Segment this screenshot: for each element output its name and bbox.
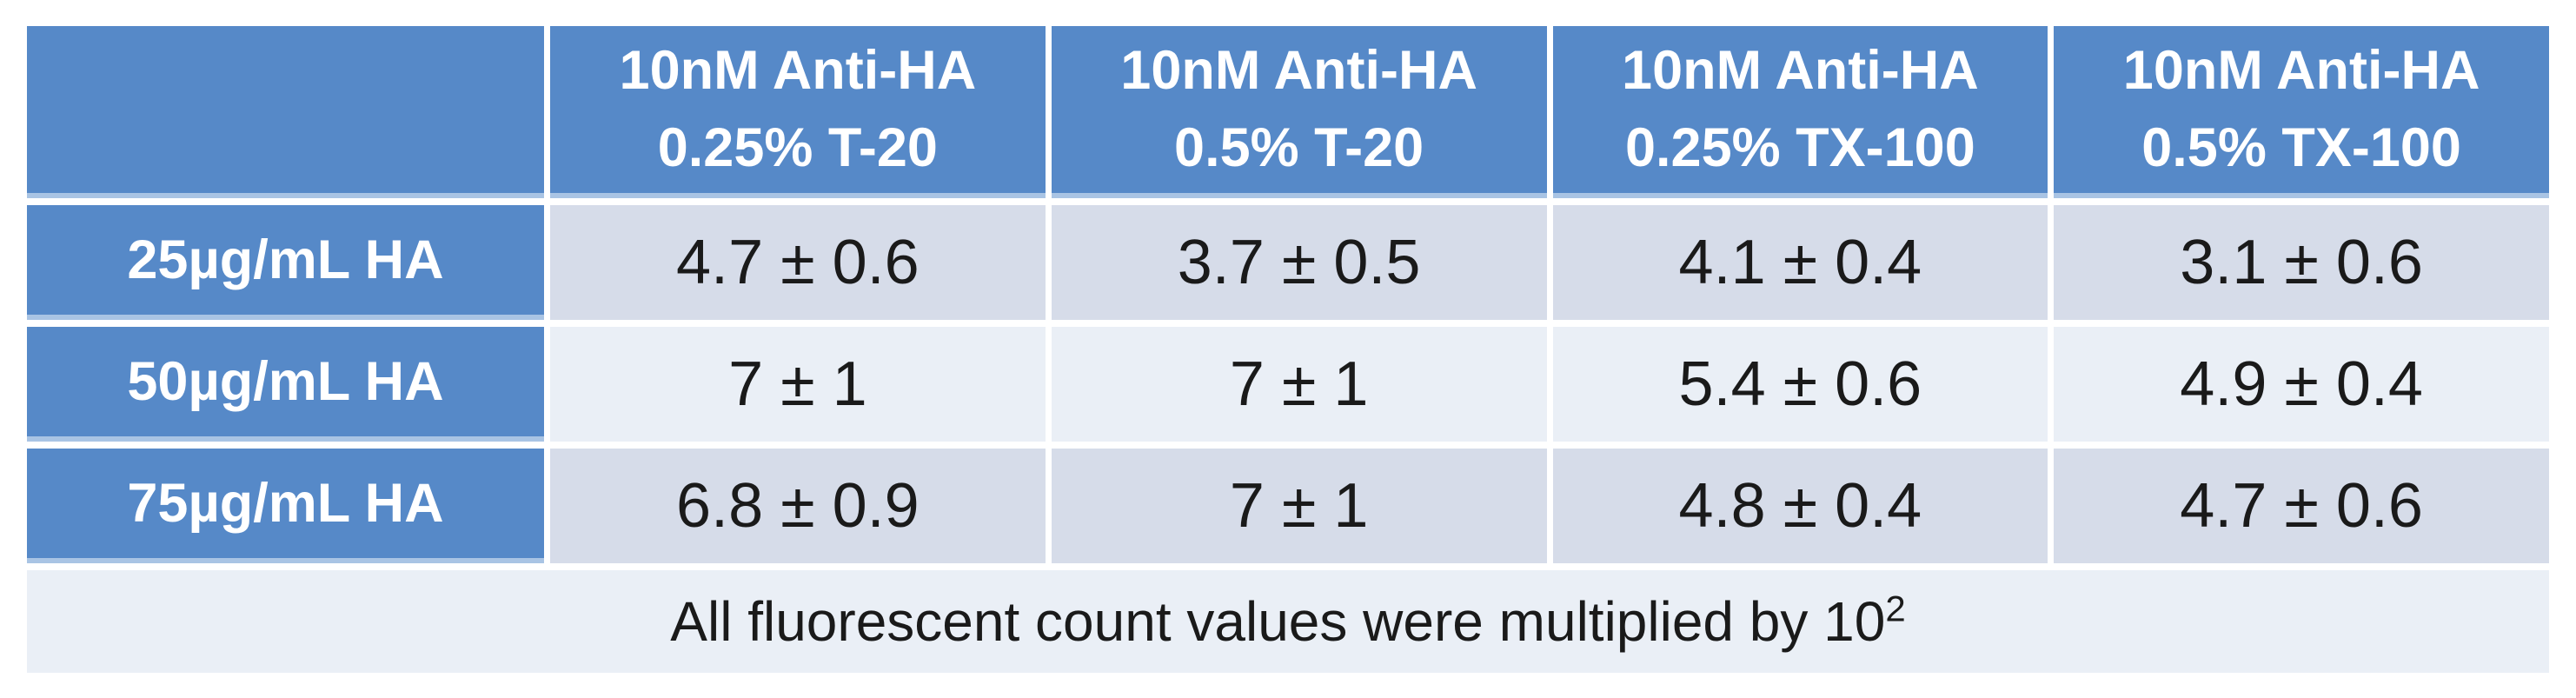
table-cell: 3.1 ± 0.6 [2054,205,2549,320]
footnote-text: All fluorescent count values were multip… [670,590,1886,653]
footnote-row: All fluorescent count values were multip… [27,570,2549,673]
column-header: 10nM Anti-HA 0.25% TX-100 [1552,26,2048,198]
table-row: 75µg/mL HA 6.8 ± 0.9 7 ± 1 4.8 ± 0.4 4.7… [27,449,2549,563]
table-cell: 4.1 ± 0.4 [1552,205,2048,320]
table-cell: 5.4 ± 0.6 [1552,327,2048,442]
table-cell: 4.8 ± 0.4 [1552,449,2048,563]
results-table: 10nM Anti-HA 0.25% T-20 10nM Anti-HA 0.5… [21,19,2555,680]
column-header: 10nM Anti-HA 0.5% T-20 [1051,26,1547,198]
table-cell: 4.7 ± 0.6 [550,205,1046,320]
footnote-superscript: 2 [1885,588,1906,629]
footnote-cell: All fluorescent count values were multip… [27,570,2549,673]
column-header-line1: 10nM Anti-HA [1622,39,1979,101]
table-cell: 6.8 ± 0.9 [550,449,1046,563]
column-header-line2: 0.25% TX-100 [1625,117,1975,178]
row-label: 25µg/mL HA [27,205,544,320]
column-header-line1: 10nM Anti-HA [1120,39,1477,101]
row-label: 75µg/mL HA [27,449,544,563]
corner-cell [27,26,544,198]
column-header-line2: 0.5% T-20 [1174,117,1424,178]
table-row: 50µg/mL HA 7 ± 1 7 ± 1 5.4 ± 0.6 4.9 ± 0… [27,327,2549,442]
column-header: 10nM Anti-HA 0.25% T-20 [550,26,1046,198]
column-header-line1: 10nM Anti-HA [619,39,977,101]
table-cell: 4.7 ± 0.6 [2054,449,2549,563]
column-header-line1: 10nM Anti-HA [2122,39,2480,101]
table-cell: 3.7 ± 0.5 [1051,205,1547,320]
table-cell: 4.9 ± 0.4 [2054,327,2549,442]
column-header-line2: 0.5% TX-100 [2141,117,2461,178]
column-header-line2: 0.25% T-20 [657,117,938,178]
table-cell: 7 ± 1 [550,327,1046,442]
table-row: 25µg/mL HA 4.7 ± 0.6 3.7 ± 0.5 4.1 ± 0.4… [27,205,2549,320]
table-cell: 7 ± 1 [1051,449,1547,563]
row-label: 50µg/mL HA [27,327,544,442]
table-cell: 7 ± 1 [1051,327,1547,442]
column-header: 10nM Anti-HA 0.5% TX-100 [2054,26,2549,198]
header-row: 10nM Anti-HA 0.25% T-20 10nM Anti-HA 0.5… [27,26,2549,198]
